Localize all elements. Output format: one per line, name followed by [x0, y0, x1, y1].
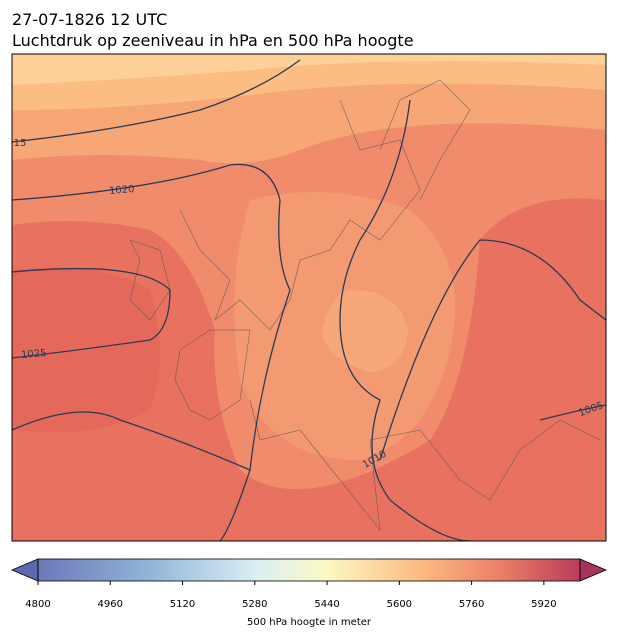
contour-label: 1025 — [21, 348, 47, 361]
colorbar-extend-low — [10, 558, 39, 582]
colorbar-tick-label: 5600 — [387, 599, 412, 610]
colorbar-tick-label: 4960 — [98, 599, 123, 610]
subtitle: Luchtdruk op zeeniveau in hPa en 500 hPa… — [12, 31, 414, 50]
colorbar-tick-label: 5440 — [314, 599, 339, 610]
colorbar-extend-high — [579, 558, 608, 582]
colorbar-tick-label: 5920 — [531, 599, 556, 610]
colorbar-label: 500 hPa hoogte in meter — [247, 617, 372, 628]
map-frame — [11, 53, 607, 542]
colorbar-tick-label: 5280 — [242, 599, 267, 610]
contour-label: 15 — [14, 138, 27, 149]
title: 27-07-1826 12 UTC — [12, 10, 167, 29]
colorbar-tick-label: 5760 — [459, 599, 484, 610]
map — [12, 54, 606, 541]
colorbar-frame — [37, 558, 581, 582]
colorbar-tick-label: 4800 — [25, 599, 50, 610]
contour-label: 1020 — [109, 184, 135, 197]
colorbar-tick-label: 5120 — [170, 599, 195, 610]
colorbar — [38, 559, 580, 581]
